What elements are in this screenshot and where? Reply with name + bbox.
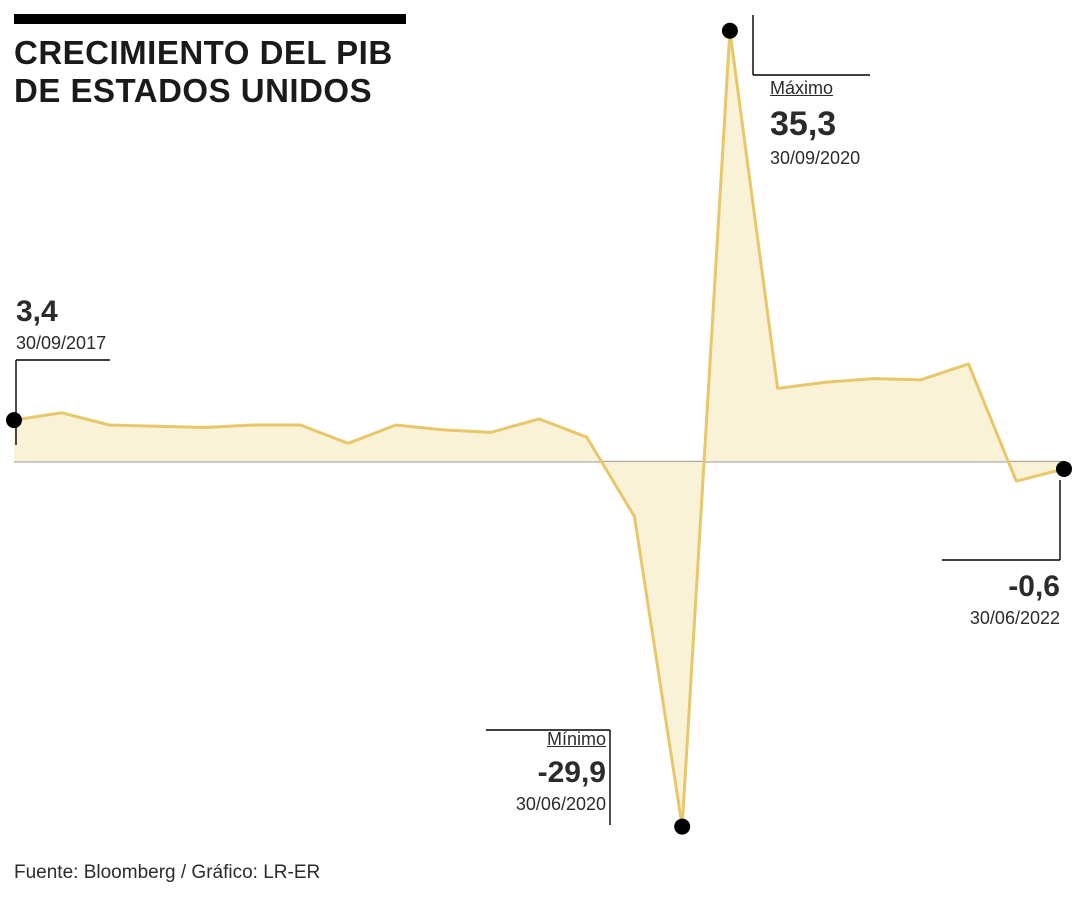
chart-source-footer: Fuente: Bloomberg / Gráfico: LR-ER <box>14 862 320 884</box>
callout-max-value: 35,3 <box>770 105 860 144</box>
callout-end: -0,6 30/06/2022 <box>940 570 1060 629</box>
callout-max-tag: Máximo <box>770 78 860 99</box>
callout-max: Máximo 35,3 30/09/2020 <box>770 78 860 169</box>
callout-min: Mínimo -29,9 30/06/2020 <box>486 729 606 815</box>
callout-min-tag: Mínimo <box>486 729 606 750</box>
callout-min-date: 30/06/2020 <box>486 794 606 815</box>
callout-max-date: 30/09/2020 <box>770 148 860 169</box>
callout-end-date: 30/06/2022 <box>940 608 1060 629</box>
callout-start-value: 3,4 <box>16 295 106 329</box>
callout-start: 3,4 30/09/2017 <box>16 295 106 354</box>
callout-end-value: -0,6 <box>940 570 1060 604</box>
callout-min-value: -29,9 <box>486 756 606 790</box>
callout-start-date: 30/09/2017 <box>16 333 106 354</box>
